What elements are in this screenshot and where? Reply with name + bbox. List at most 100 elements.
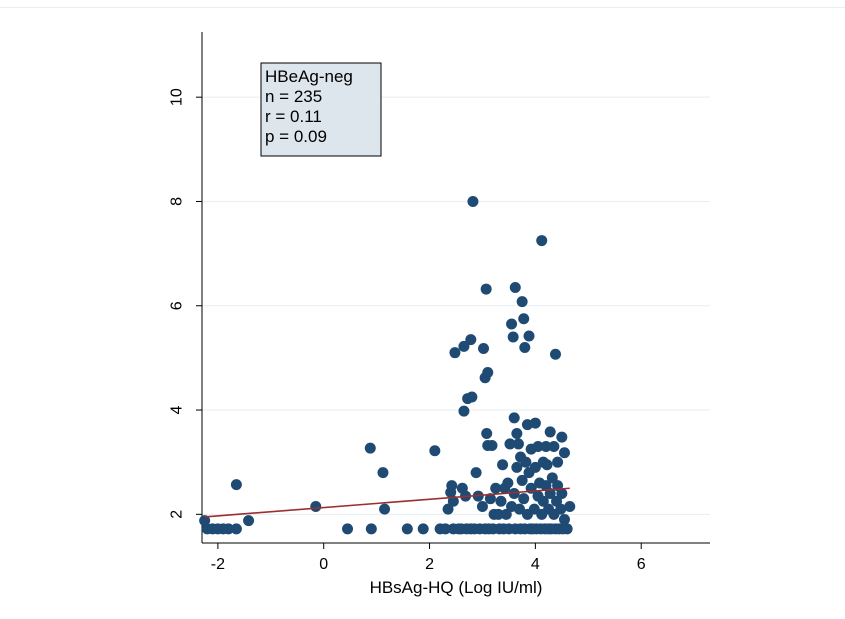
data-point-13 <box>377 467 389 479</box>
data-point-96 <box>529 417 541 429</box>
data-point-65 <box>504 438 516 450</box>
data-point-108 <box>540 441 552 453</box>
y-tick-label-6: 6 <box>169 301 186 310</box>
annotation-box: HBeAg-neg n = 235 r = 0.11 p = 0.09 <box>260 62 382 157</box>
data-point-11 <box>364 442 376 454</box>
x-tick-label-0: 0 <box>319 556 328 573</box>
data-point-83 <box>519 341 531 353</box>
data-point-69 <box>508 412 520 424</box>
annotation-background <box>260 62 382 157</box>
data-point-52 <box>486 439 498 451</box>
data-point-30 <box>458 405 470 417</box>
data-point-121 <box>552 456 564 468</box>
data-point-79 <box>516 296 528 308</box>
axes <box>201 32 710 544</box>
data-point-85 <box>520 456 532 468</box>
fit-line <box>204 487 570 518</box>
x-tick-label-6: 6 <box>637 556 646 573</box>
data-point-73 <box>511 461 523 473</box>
data-point-75 <box>512 438 524 450</box>
data-point-15 <box>401 523 413 535</box>
data-point-24 <box>447 495 459 507</box>
y-tick-label-4: 4 <box>169 405 186 414</box>
data-point-17 <box>429 445 441 457</box>
x-tick-label-4: 4 <box>531 556 540 573</box>
grid-lines <box>202 96 710 515</box>
data-point-95 <box>529 461 541 473</box>
data-point-109 <box>541 459 553 471</box>
axis-ticks: 2 4 6 8 10 -2 0 2 4 6 <box>169 88 646 573</box>
data-point-16 <box>417 523 429 535</box>
data-point-51 <box>484 493 496 505</box>
data-point-7 <box>230 479 242 491</box>
data-point-88 <box>523 330 535 342</box>
data-point-55 <box>490 482 502 494</box>
data-point-117 <box>548 441 560 453</box>
data-point-37 <box>467 195 479 207</box>
y-tick-label-8: 8 <box>169 197 186 206</box>
data-point-126 <box>556 487 568 499</box>
fit-line-layer <box>204 487 570 518</box>
data-point-80 <box>516 474 528 486</box>
data-point-115 <box>546 472 558 484</box>
data-point-29 <box>458 340 470 352</box>
data-point-10 <box>342 523 354 535</box>
data-point-68 <box>507 331 519 343</box>
data-point-58 <box>495 495 507 507</box>
data-point-103 <box>536 235 548 247</box>
data-point-63 <box>502 477 514 489</box>
data-point-0 <box>199 515 211 527</box>
data-point-112 <box>544 426 556 438</box>
data-point-74 <box>511 428 523 439</box>
data-point-42 <box>476 501 488 512</box>
data-point-67 <box>506 318 518 330</box>
data-point-99 <box>532 441 544 453</box>
data-point-46 <box>480 283 492 295</box>
annotation-line-2: n = 235 <box>265 87 322 106</box>
data-point-105 <box>537 495 549 507</box>
data-point-56 <box>492 508 504 520</box>
x-tick-label-2: 2 <box>425 556 434 573</box>
data-point-128 <box>558 447 570 459</box>
data-point-82 <box>518 493 530 505</box>
data-point-12 <box>365 523 377 535</box>
data-point-71 <box>509 282 521 293</box>
data-point-125 <box>556 431 568 443</box>
x-tick-label--2: -2 <box>211 556 225 573</box>
annotation-line-3: r = 0.11 <box>265 107 322 126</box>
data-point-118 <box>549 348 561 360</box>
data-point-39 <box>470 467 482 479</box>
data-point-6 <box>230 523 242 535</box>
data-point-43 <box>478 343 490 355</box>
data-point-81 <box>518 313 530 325</box>
data-point-47 <box>481 428 493 439</box>
data-point-48 <box>482 366 494 378</box>
data-point-22 <box>446 480 458 492</box>
data-point-76 <box>514 503 525 515</box>
data-points <box>199 195 576 535</box>
data-point-35 <box>465 334 477 346</box>
data-point-124 <box>555 503 567 515</box>
annotation-line-1: HBeAg-neg <box>265 67 353 86</box>
data-point-131 <box>564 501 576 512</box>
data-point-59 <box>497 459 509 471</box>
data-point-130 <box>561 523 573 535</box>
data-point-8 <box>243 515 255 527</box>
annotation-line-4: p = 0.09 <box>265 127 327 146</box>
data-point-62 <box>500 508 512 520</box>
data-point-36 <box>466 391 478 403</box>
top-divider <box>0 7 845 8</box>
data-point-70 <box>508 487 520 499</box>
data-point-9 <box>310 501 322 512</box>
data-point-5 <box>222 523 234 535</box>
data-point-20 <box>442 503 454 515</box>
y-tick-label-10: 10 <box>169 88 186 106</box>
data-point-14 <box>379 503 391 515</box>
x-axis-title: HBsAg-HQ (Log IU/ml) <box>370 578 543 597</box>
data-point-25 <box>449 347 461 359</box>
y-tick-label-2: 2 <box>169 510 186 519</box>
data-point-129 <box>558 514 570 526</box>
data-point-19 <box>439 523 451 535</box>
